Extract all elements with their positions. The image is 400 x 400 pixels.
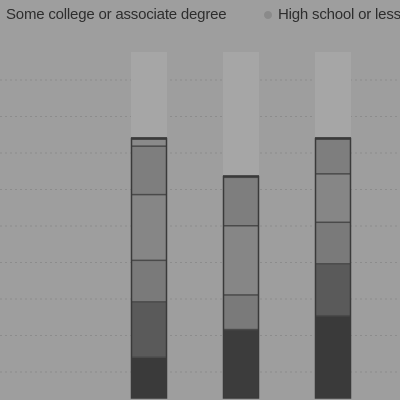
legend-swatch — [264, 11, 272, 20]
bar-outline-1 — [222, 175, 260, 399]
bar-segment-1-1 — [223, 294, 259, 329]
bar-segment-2-2 — [315, 221, 351, 264]
bar-segment-0-3 — [131, 193, 167, 260]
legend-item-some-college: Some college or associate degree — [6, 6, 227, 23]
bar-segment-1-2 — [223, 225, 259, 295]
bar-segment-2-1 — [315, 263, 351, 315]
legend-label: High school or less — [278, 6, 400, 23]
bar-segment-0-4 — [131, 145, 167, 194]
bar-segment-0-1 — [131, 301, 167, 357]
legend-item-high-school: High school or less — [264, 6, 400, 23]
bar-segment-0-5 — [131, 138, 167, 146]
bar-segment-0-2 — [131, 259, 167, 302]
bar-segment-0-0 — [131, 356, 167, 398]
bar-segment-2-0 — [315, 314, 351, 398]
bar-segment-1-0 — [223, 328, 259, 398]
segment-separator — [131, 354, 167, 358]
legend: Some college or associate degree High sc… — [0, 6, 400, 30]
bar-segment-2-3 — [315, 173, 351, 222]
bar-outline-0 — [130, 137, 168, 399]
legend-label: Some college or associate degree — [6, 6, 227, 23]
bar-segment-1-3 — [223, 176, 259, 225]
bar-outline-2 — [314, 137, 352, 399]
bar-segment-2-4 — [315, 138, 351, 174]
